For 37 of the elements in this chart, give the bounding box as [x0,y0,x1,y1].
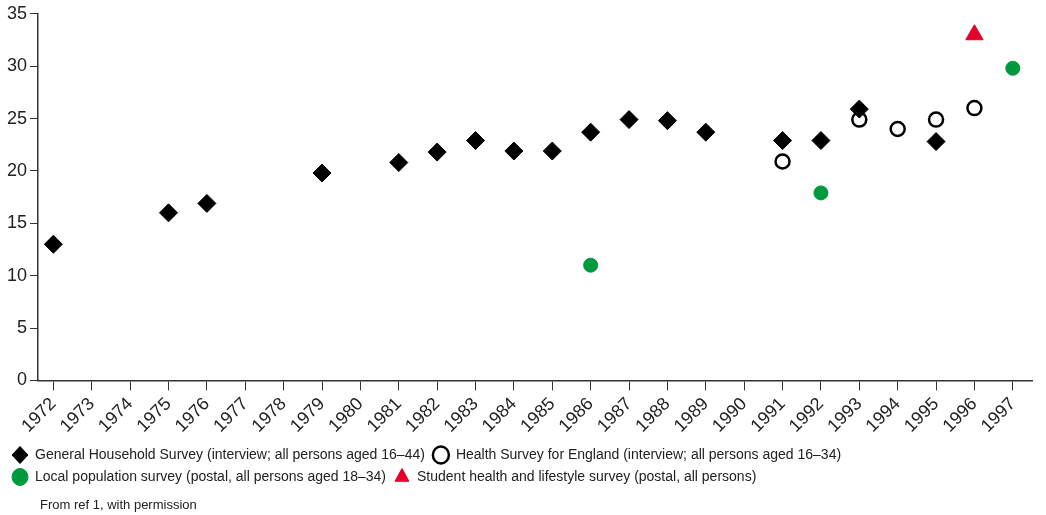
point [927,111,945,128]
point [427,142,447,162]
point [504,141,524,161]
point [926,132,946,152]
legend-label: Local population survey (postal, all persons aged 18–34) [35,467,387,484]
y-tick-label: 20 [6,159,28,180]
point [849,99,869,119]
y-tick-label: 10 [6,264,28,285]
point [1005,60,1021,76]
point [312,163,332,183]
point [811,131,831,151]
point [966,99,983,117]
point [43,234,63,254]
point [813,185,829,201]
legend-label: Student health and lifestyle survey (postal, all persons) [417,467,757,484]
legend-label: Health Survey for England (interview; all persons aged 16–34) [455,445,842,462]
point [889,120,906,138]
point [389,153,409,173]
point [696,122,716,142]
point [159,203,179,223]
point [619,110,639,130]
y-tick-label: 0 [17,369,28,390]
point [197,193,217,213]
y-tick-label: 35 [6,2,28,23]
y-tick-label: 5 [17,317,28,338]
point [581,122,601,142]
point [466,131,486,151]
y-tick-label: 25 [6,107,28,128]
point [657,111,677,131]
y-tick-label: 30 [6,55,28,76]
point [774,153,791,170]
point [583,257,599,273]
legend-label: General Household Survey (interview; all persons aged 16–44) [35,445,425,462]
point [773,131,793,151]
y-tick-label: 15 [6,212,28,233]
point [542,141,562,161]
text: From ref 1, with permission [40,497,197,512]
